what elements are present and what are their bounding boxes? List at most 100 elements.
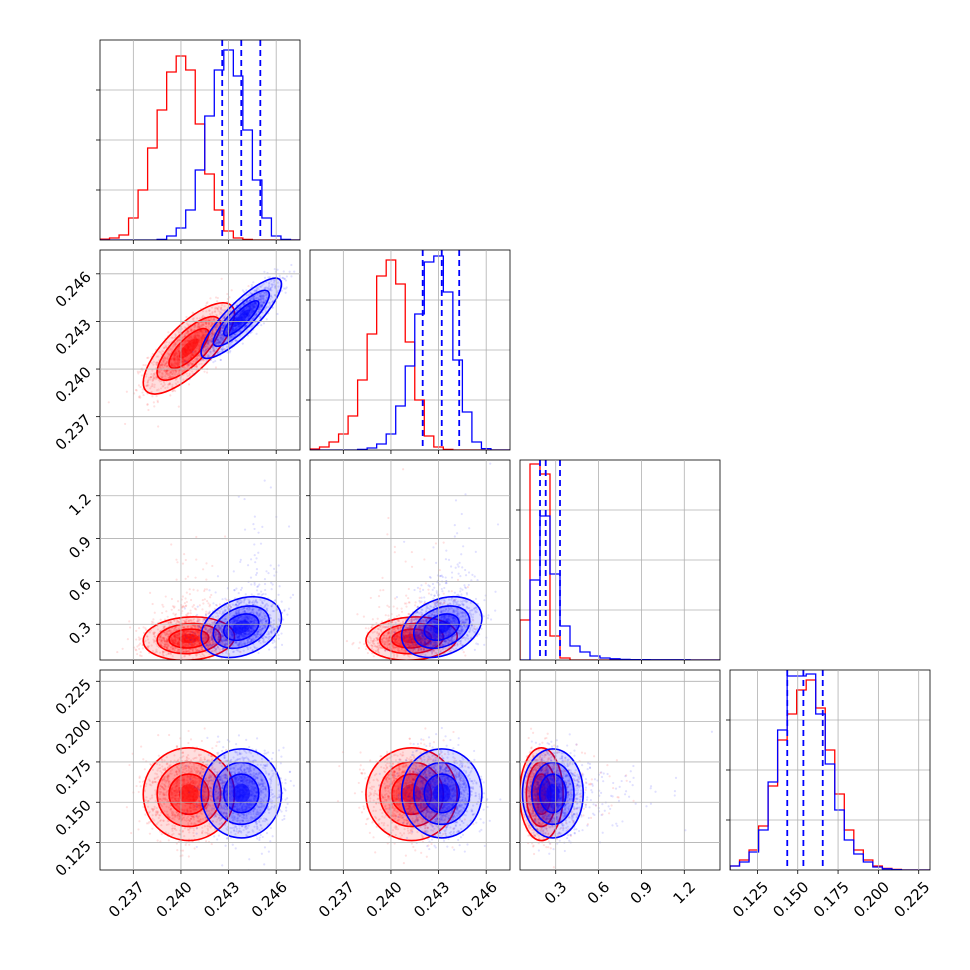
scatter-point (184, 339, 188, 342)
scatter-point (174, 371, 178, 374)
scatter-point (215, 339, 218, 342)
scatter-point (209, 338, 212, 342)
scatter-point (170, 636, 173, 639)
scatter-point (212, 361, 215, 364)
scatter-point (201, 652, 204, 656)
scatter-point (167, 644, 170, 647)
scatter-point (183, 326, 186, 329)
scatter-point (219, 358, 222, 362)
scatter-point (196, 331, 199, 335)
scatter-point (155, 363, 158, 366)
scatter-point (202, 334, 205, 337)
scatter-point (253, 305, 256, 309)
scatter-point (181, 562, 185, 565)
scatter-point (229, 315, 232, 319)
scatter-point (201, 598, 204, 602)
scatter-point (229, 331, 232, 335)
scatter-point (154, 639, 157, 642)
scatter-point (196, 326, 199, 329)
scatter-point (203, 319, 207, 322)
scatter-point (251, 310, 254, 313)
scatter-point (205, 371, 209, 374)
scatter-point (147, 356, 150, 359)
scatter-point (231, 319, 235, 322)
scatter-point (183, 334, 187, 337)
scatter-point (152, 378, 155, 381)
scatter-point (251, 306, 254, 309)
scatter-point (197, 354, 200, 357)
scatter-point (147, 408, 150, 412)
scatter-point (256, 293, 259, 296)
scatter-point (222, 341, 225, 344)
scatter-point (197, 650, 200, 653)
scatter-point (230, 326, 233, 329)
scatter-point (159, 364, 163, 367)
scatter-point (200, 339, 203, 342)
scatter-point (186, 358, 189, 361)
scatter-point (201, 335, 204, 338)
scatter-point (199, 341, 202, 344)
scatter-point (160, 375, 163, 378)
scatter-point (152, 401, 155, 404)
scatter-point (221, 598, 224, 601)
scatter-point (223, 309, 227, 312)
scatter-point (177, 347, 180, 351)
scatter-point (215, 335, 218, 338)
scatter-point (242, 302, 246, 305)
scatter-point (165, 642, 168, 645)
scatter-point (162, 366, 165, 370)
scatter-point (230, 330, 233, 333)
scatter-point (200, 324, 203, 327)
scatter-point (167, 652, 170, 656)
scatter-point (208, 611, 211, 614)
scatter-point (253, 305, 256, 308)
scatter-point (215, 336, 218, 339)
scatter-point (196, 357, 199, 360)
scatter-point (238, 306, 242, 309)
scatter-point (207, 318, 211, 322)
scatter-point (201, 357, 204, 361)
scatter-point (261, 303, 264, 306)
scatter-point (259, 301, 262, 305)
scatter-point (146, 381, 149, 384)
scatter-point (170, 621, 173, 624)
scatter-point (255, 302, 258, 305)
scatter-point (184, 605, 187, 608)
scatter-point (213, 318, 216, 322)
scatter-point (163, 347, 166, 350)
scatter-point (198, 635, 201, 638)
scatter-point (222, 323, 225, 326)
scatter-point (206, 354, 209, 357)
scatter-point (217, 633, 220, 636)
scatter-point (253, 289, 256, 292)
scatter-point (184, 632, 188, 635)
scatter-point (221, 642, 224, 645)
scatter-point (222, 324, 225, 327)
scatter-point (268, 301, 272, 305)
scatter-point (177, 357, 180, 361)
scatter-point (198, 642, 201, 645)
scatter-point (153, 376, 156, 380)
scatter-point (176, 642, 179, 645)
scatter-point (210, 338, 213, 341)
scatter-point (246, 305, 250, 308)
scatter-point (173, 638, 176, 641)
scatter-point (198, 341, 201, 344)
scatter-point (201, 315, 204, 319)
scatter-point (177, 338, 180, 341)
scatter-point (176, 338, 179, 341)
scatter-point (255, 289, 258, 293)
scatter-point (200, 330, 203, 333)
scatter-point (214, 359, 217, 363)
scatter-point (248, 315, 251, 318)
histogram-red (310, 259, 510, 450)
scatter-point (229, 322, 233, 325)
scatter-point (243, 301, 246, 305)
scatter-point (189, 328, 192, 331)
scatter-point (186, 643, 189, 647)
scatter-point (216, 314, 219, 317)
scatter-point (190, 329, 193, 332)
scatter-point (220, 336, 224, 339)
scatter-point (213, 310, 217, 314)
scatter-point (165, 647, 168, 650)
